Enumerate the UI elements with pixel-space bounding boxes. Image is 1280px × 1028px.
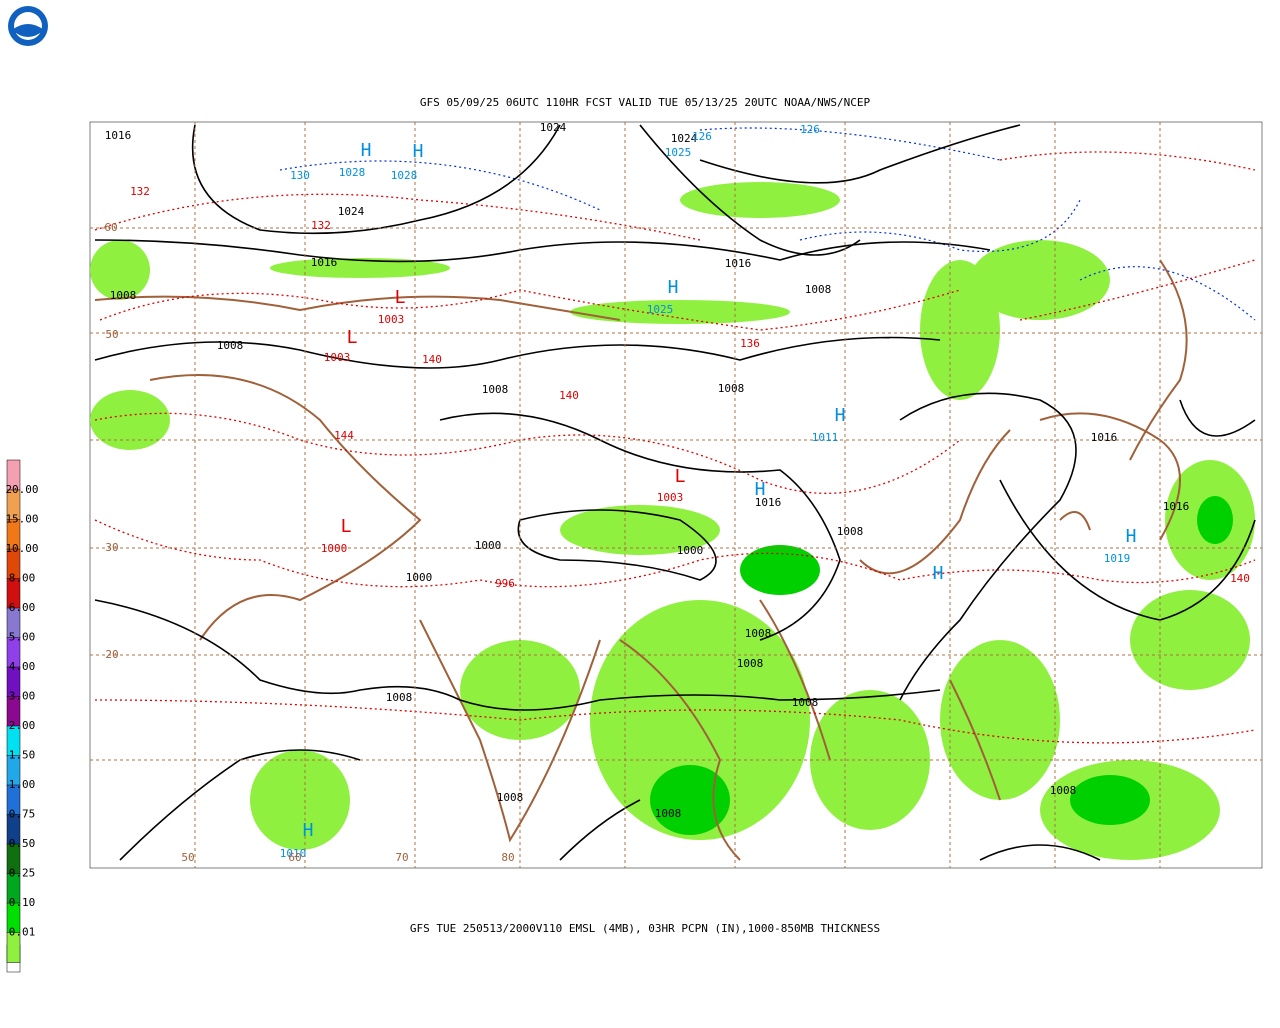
contour-label: 1003 xyxy=(657,491,684,504)
upper-contours xyxy=(279,127,1256,321)
contour-label: 60 xyxy=(104,221,117,234)
legend-label: 3.00 xyxy=(9,690,36,703)
legend-label: 0.75 xyxy=(9,808,36,821)
legend-label: 0.10 xyxy=(9,896,36,909)
pressure-center: H xyxy=(668,277,679,298)
contour-label: 1000 xyxy=(475,539,502,552)
contour-label: 1008 xyxy=(217,339,244,352)
legend-label: 1.50 xyxy=(9,749,36,762)
contour-label: 1011 xyxy=(812,431,839,444)
legend-label: 4.00 xyxy=(9,660,36,673)
contour-label: 136 xyxy=(740,337,760,350)
pressure-center: L xyxy=(341,516,352,537)
pressure-center: H xyxy=(1126,526,1137,547)
contour-label: 1000 xyxy=(321,542,348,555)
contour-label: 132 xyxy=(130,185,150,198)
contour-label: 70 xyxy=(395,851,408,864)
contour-label: 50 xyxy=(181,851,194,864)
contour-label: 130 xyxy=(290,169,310,182)
contour-label: 996 xyxy=(495,577,515,590)
contour-label: 1008 xyxy=(655,807,682,820)
contour-label: 1008 xyxy=(482,383,509,396)
legend-label: 6.00 xyxy=(9,601,36,614)
precipitation xyxy=(90,182,1255,860)
contour-label: 140 xyxy=(422,353,442,366)
contour-label: 1008 xyxy=(737,657,764,670)
contour-label: 1010 xyxy=(280,847,307,860)
contour-label: 1024 xyxy=(338,205,365,218)
pressure-center: H xyxy=(755,479,766,500)
contour-label: 126 xyxy=(692,130,712,143)
legend-label: 0.01 xyxy=(9,926,36,939)
contour-label: 50 xyxy=(105,328,118,341)
map-caption: GFS TUE 250513/2000V110 EMSL (4MB), 03HR… xyxy=(410,922,880,935)
contour-label: 1028 xyxy=(391,169,418,182)
map-title: GFS 05/09/25 06UTC 110HR FCST VALID TUE … xyxy=(420,96,871,109)
contour-label: 1016 xyxy=(1091,431,1118,444)
contour-label: 80 xyxy=(501,851,514,864)
contour-label: 1008 xyxy=(792,696,819,709)
contour-label: 126 xyxy=(800,123,820,136)
pressure-center: H xyxy=(933,563,944,584)
contour-label: 1016 xyxy=(755,496,782,509)
pressure-center: L xyxy=(675,466,686,487)
contour-label: 140 xyxy=(1230,572,1250,585)
contour-label: 1003 xyxy=(324,351,351,364)
contour-label: 60 xyxy=(288,851,301,864)
contour-label: 132 xyxy=(311,219,331,232)
contour-label: 1008 xyxy=(497,791,524,804)
contour-label: 1028 xyxy=(339,166,366,179)
pressure-center: H xyxy=(361,140,372,161)
contour-label: 140 xyxy=(559,389,579,402)
contour-label: 1024 xyxy=(671,132,698,145)
legend-label: 0.50 xyxy=(9,837,36,850)
precip-legend: 20.00 15.00 10.00 8.00 6.00 5.00 4.00 3.00 2.00 1… xyxy=(5,459,39,973)
legend-label: 15.00 xyxy=(5,513,38,526)
contour-label: 1008 xyxy=(805,283,832,296)
legend-label: 8.00 xyxy=(9,572,36,585)
legend-label: 5.00 xyxy=(9,631,36,644)
pressure-center: H xyxy=(835,405,846,426)
contour-label: 1000 xyxy=(406,571,433,584)
legend-swatch xyxy=(6,932,21,963)
contour-label: 1025 xyxy=(665,146,692,159)
contour-label: 1016 xyxy=(725,257,752,270)
contour-label: 1008 xyxy=(745,627,772,640)
contour-label: 20 xyxy=(105,648,118,661)
contour-label: 144 xyxy=(334,429,354,442)
contour-label: 1016 xyxy=(105,129,132,142)
pressure-center: L xyxy=(395,287,406,308)
pressure-center: H xyxy=(303,820,314,841)
contour-label: 1016 xyxy=(1163,500,1190,513)
contour-label: 1008 xyxy=(110,289,137,302)
legend-label: 0.25 xyxy=(9,867,36,880)
lat-lon-grid xyxy=(90,122,1262,868)
contour-label: 1008 xyxy=(718,382,745,395)
contour-label: 1025 xyxy=(647,303,674,316)
contour-label: 1019 xyxy=(1104,552,1131,565)
contour-label: 1024 xyxy=(540,121,567,134)
pressure-center: H xyxy=(413,141,424,162)
contour-label: 30 xyxy=(105,541,118,554)
contour-label: 1000 xyxy=(677,544,704,557)
pressure-center: L xyxy=(347,327,358,348)
contour-label: 1003 xyxy=(378,313,405,326)
contour-label: 1016 xyxy=(311,256,338,269)
legend-label: 20.00 xyxy=(5,483,38,496)
contour-label: 1008 xyxy=(1050,784,1077,797)
contour-label: 1008 xyxy=(837,525,864,538)
legend-label: 10.00 xyxy=(5,542,38,555)
noaa-logo xyxy=(8,6,48,46)
legend-label: 1.00 xyxy=(9,778,36,791)
contour-label: 1008 xyxy=(386,691,413,704)
legend-label: 2.00 xyxy=(9,719,36,732)
